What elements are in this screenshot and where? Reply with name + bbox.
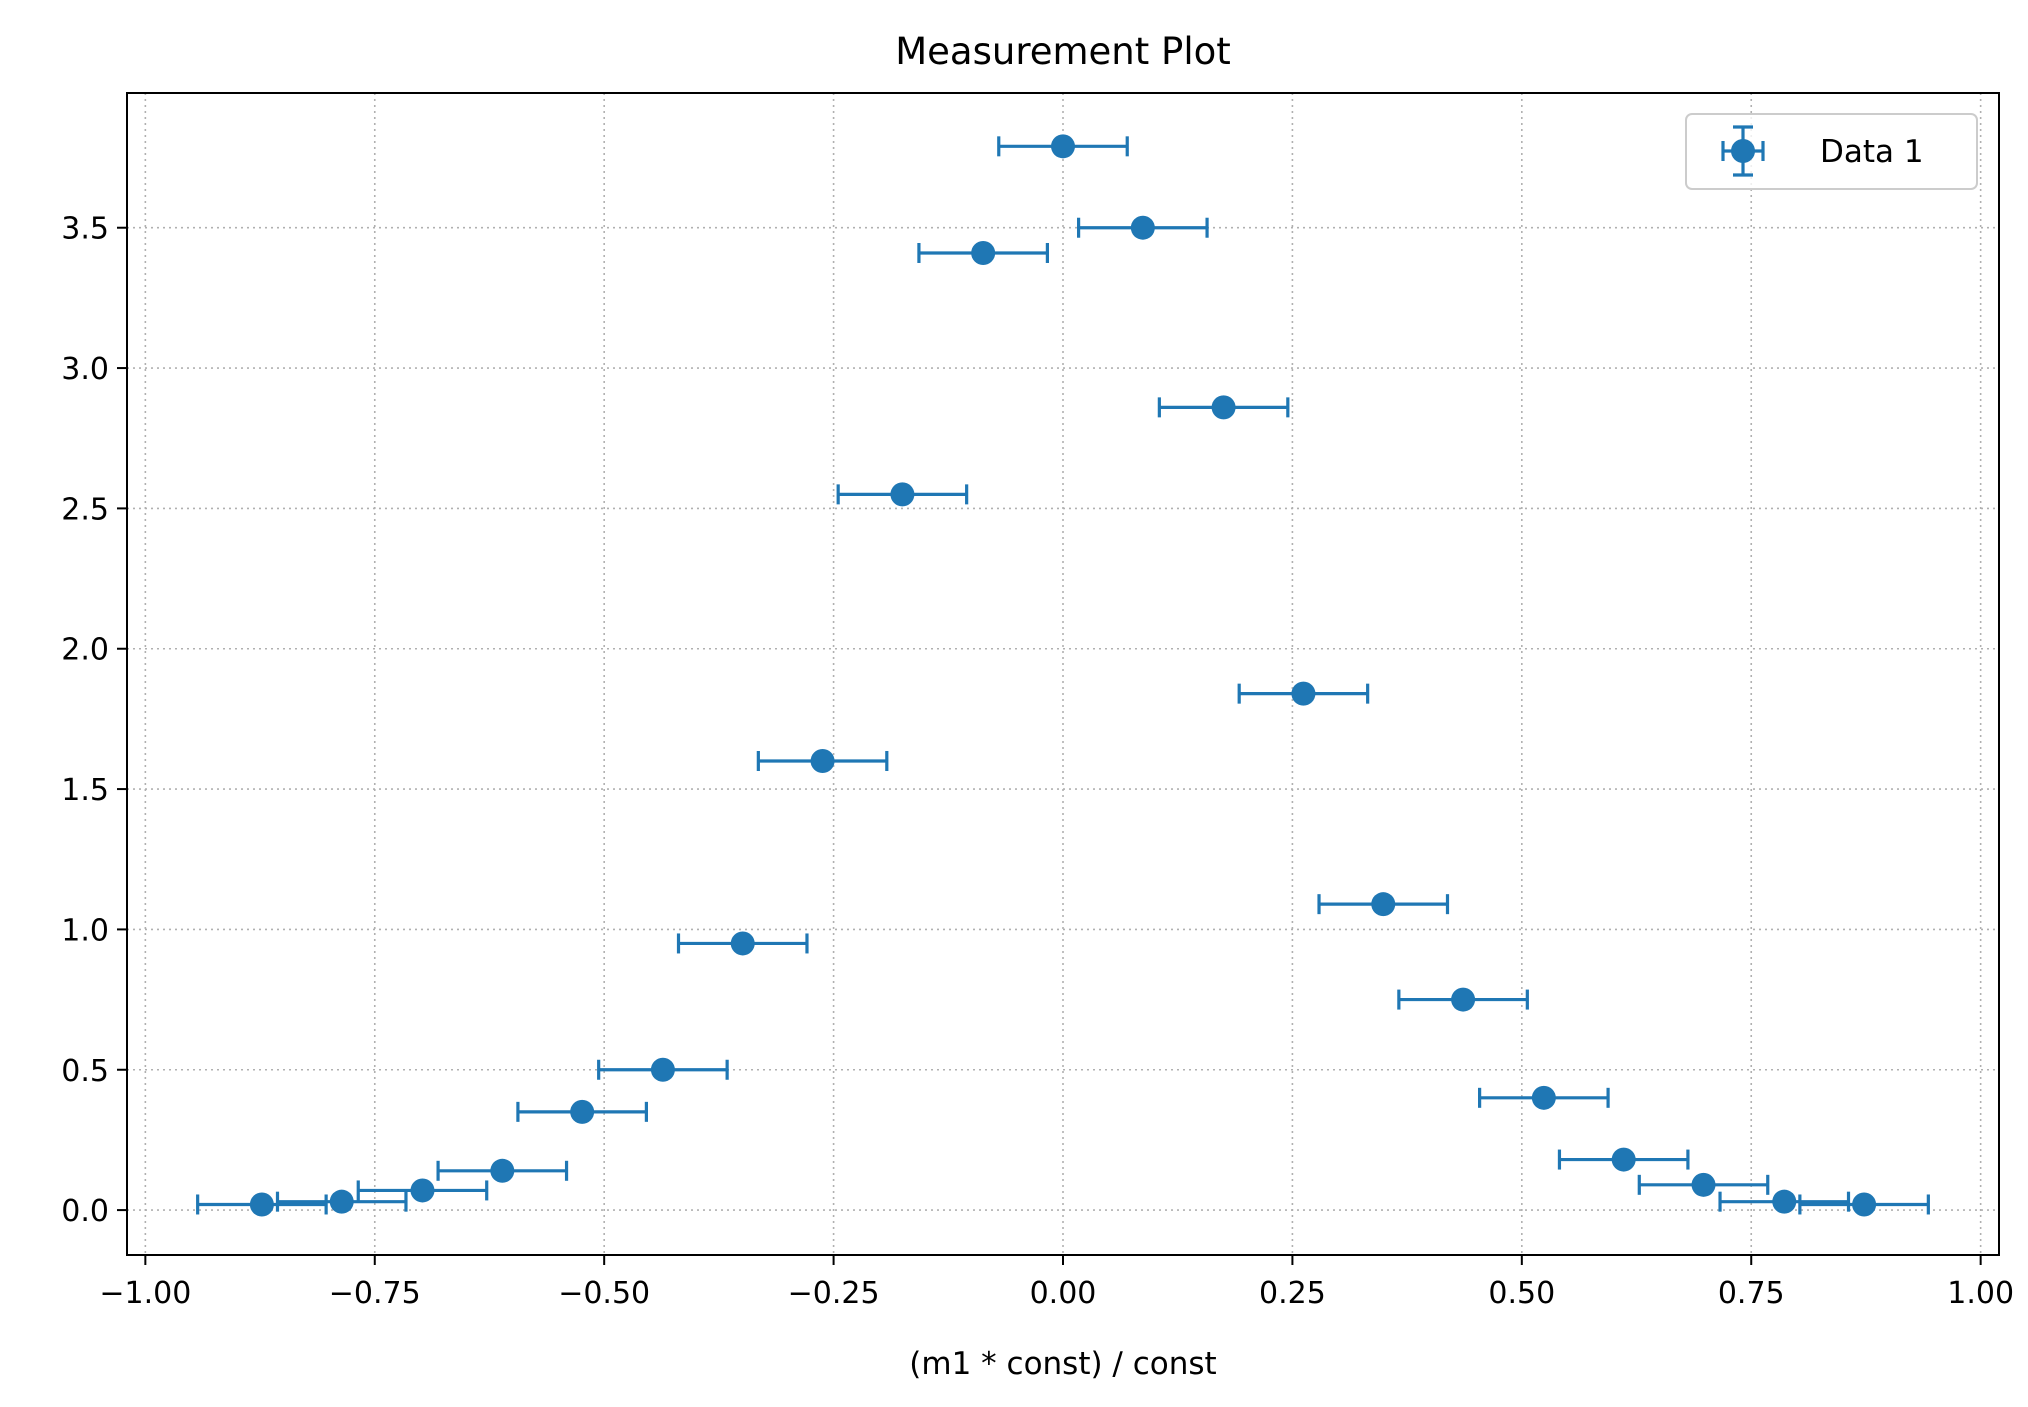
data-point <box>730 931 755 956</box>
data-point <box>810 749 835 774</box>
data-point <box>1531 1085 1556 1110</box>
x-tick-label: 0.75 <box>1718 1276 1785 1311</box>
x-axis-label: (m1 * const) / const <box>909 1346 1216 1382</box>
data-point <box>1051 134 1075 159</box>
legend-box <box>1685 113 1978 190</box>
y-tick-label: 3.5 <box>61 212 109 247</box>
x-tick-label: −0.75 <box>329 1276 421 1311</box>
data-point <box>650 1057 675 1082</box>
data-points <box>249 134 1877 1217</box>
data-point <box>249 1192 274 1217</box>
data-point <box>1611 1147 1636 1172</box>
data-point <box>1371 892 1396 917</box>
legend-marker-dot <box>1731 139 1755 163</box>
data-point <box>1130 215 1155 240</box>
y-tick-label: 2.5 <box>61 492 109 527</box>
x-tick-label: 1.00 <box>1947 1276 2014 1311</box>
x-tick-label: 0.25 <box>1259 1276 1326 1311</box>
x-tick-label: −0.25 <box>788 1276 880 1311</box>
x-tick-label: −1.00 <box>99 1276 191 1311</box>
data-point <box>1772 1189 1797 1214</box>
x-tick-label: 0.00 <box>1030 1276 1097 1311</box>
data-point <box>1211 395 1236 420</box>
legend: Data 1 <box>1685 113 1978 190</box>
data-point <box>570 1099 595 1124</box>
data-point <box>1451 987 1476 1012</box>
x-tick-label: 0.50 <box>1488 1276 1555 1311</box>
y-tick-label: 1.0 <box>61 913 109 948</box>
data-point <box>329 1189 354 1214</box>
y-tick-label: 1.5 <box>61 773 109 808</box>
y-axis-ticks: 0.0 0.5 1.0 1.5 2.0 2.5 3.0 3.5 <box>61 212 127 1229</box>
legend-label-data-1: Data 1 <box>1820 134 1924 170</box>
chart-title: Measurement Plot <box>895 30 1231 73</box>
grid <box>127 93 1999 1255</box>
plot-frame <box>126 92 2000 1256</box>
legend-marker <box>1721 125 1765 177</box>
x-axis-ticks: −1.00 −0.75 −0.50 −0.25 0.00 0.25 0.50 0.75 1.00 <box>99 1255 2014 1311</box>
data-point <box>971 240 996 265</box>
data-point <box>1852 1192 1877 1217</box>
y-tick-label: 0.5 <box>61 1054 109 1089</box>
data-point <box>410 1178 435 1203</box>
data-point <box>1291 681 1316 706</box>
error-bars <box>196 136 1930 1215</box>
data-point <box>1691 1172 1716 1197</box>
y-tick-label: 0.0 <box>61 1194 109 1229</box>
data-point <box>490 1158 515 1183</box>
y-tick-label: 3.0 <box>61 352 109 387</box>
data-point <box>890 482 915 507</box>
x-tick-label: −0.50 <box>558 1276 650 1311</box>
y-tick-label: 2.0 <box>61 633 109 668</box>
